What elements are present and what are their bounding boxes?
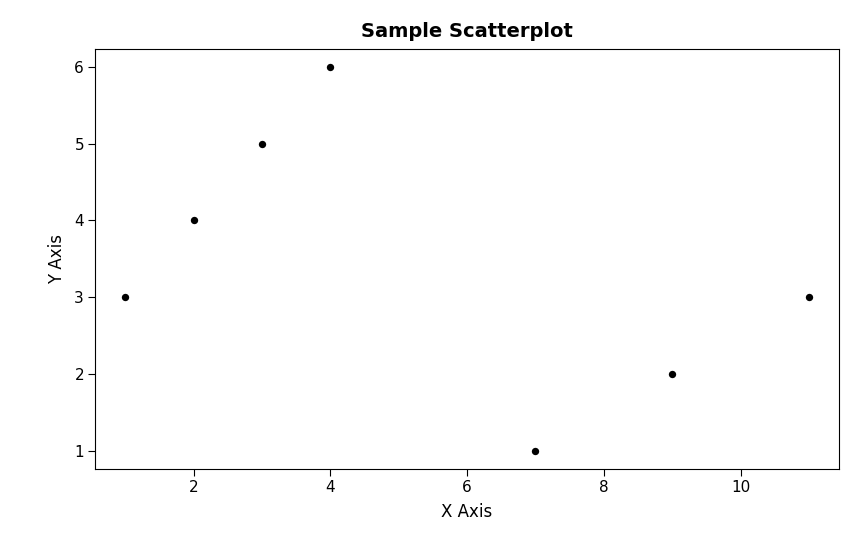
- Point: [802, 293, 816, 301]
- Point: [665, 370, 679, 378]
- Point: [187, 216, 201, 225]
- Y-axis label: Y Axis: Y Axis: [48, 234, 66, 284]
- Title: Sample Scatterplot: Sample Scatterplot: [362, 23, 573, 42]
- Point: [119, 293, 132, 301]
- Point: [529, 446, 542, 455]
- Point: [324, 63, 337, 71]
- X-axis label: X Axis: X Axis: [441, 503, 493, 521]
- Point: [255, 139, 269, 148]
